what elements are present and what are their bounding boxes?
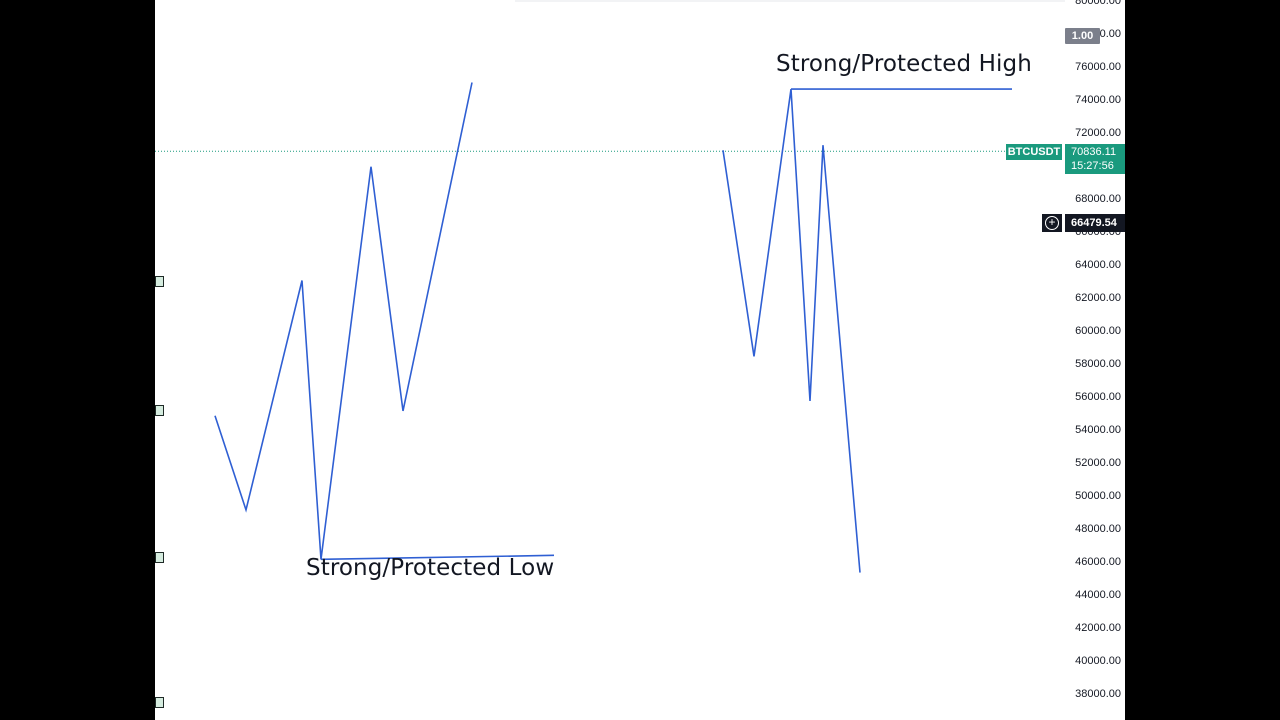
price-tick-label: 50000.00 [1075, 490, 1121, 502]
price-tick-label: 60000.00 [1075, 325, 1121, 337]
chart-panel[interactable]: Strong/Protected High Strong/Protected L… [155, 0, 1125, 720]
price-tick-label: 44000.00 [1075, 589, 1121, 601]
price-tick-label: 46000.00 [1075, 556, 1121, 568]
edge-handle[interactable] [155, 552, 164, 563]
price-tick-label: 80000.00 [1075, 0, 1121, 7]
price-tick-label: 76000.00 [1075, 61, 1121, 73]
price-tick-label: 74000.00 [1075, 94, 1121, 106]
chart-drawing[interactable] [155, 0, 1125, 720]
scale-badge[interactable]: 1.00 [1065, 28, 1100, 44]
price-tick-label: 40000.00 [1075, 655, 1121, 667]
price-tick-label: 52000.00 [1075, 457, 1121, 469]
crosshair-price-tag: 66479.54 [1065, 214, 1125, 232]
price-tick-label: 54000.00 [1075, 424, 1121, 436]
price-tick-label: 48000.00 [1075, 523, 1121, 535]
price-tick-label: 38000.00 [1075, 688, 1121, 700]
annotation-protected-high[interactable]: Strong/Protected High [776, 51, 1032, 77]
price-tick-label: 56000.00 [1075, 391, 1121, 403]
price-tick-label: 58000.00 [1075, 358, 1121, 370]
price-tick-label: 64000.00 [1075, 259, 1121, 271]
edge-handle[interactable] [155, 276, 164, 287]
price-tick-label: 62000.00 [1075, 292, 1121, 304]
price-tick-label: 72000.00 [1075, 127, 1121, 139]
protected-low-line[interactable] [320, 554, 555, 561]
countdown: 15:27:56 [1071, 160, 1114, 172]
edge-handle[interactable] [155, 405, 164, 416]
swing-path-1[interactable] [214, 82, 473, 560]
plus-icon: + [1045, 215, 1059, 230]
last-price: 70836.11 [1071, 146, 1117, 158]
top-strip [515, 0, 1065, 2]
annotation-protected-low[interactable]: Strong/Protected Low [306, 555, 555, 581]
edge-handle[interactable] [155, 697, 164, 708]
price-tick-label: 68000.00 [1075, 193, 1121, 205]
price-tick-label: 42000.00 [1075, 622, 1121, 634]
add-alert-button[interactable]: + [1042, 214, 1062, 232]
symbol-tag: BTCUSDT [1006, 144, 1062, 160]
swing-path-2[interactable] [722, 88, 861, 573]
last-price-tag: 70836.11 15:27:56 [1065, 144, 1125, 174]
